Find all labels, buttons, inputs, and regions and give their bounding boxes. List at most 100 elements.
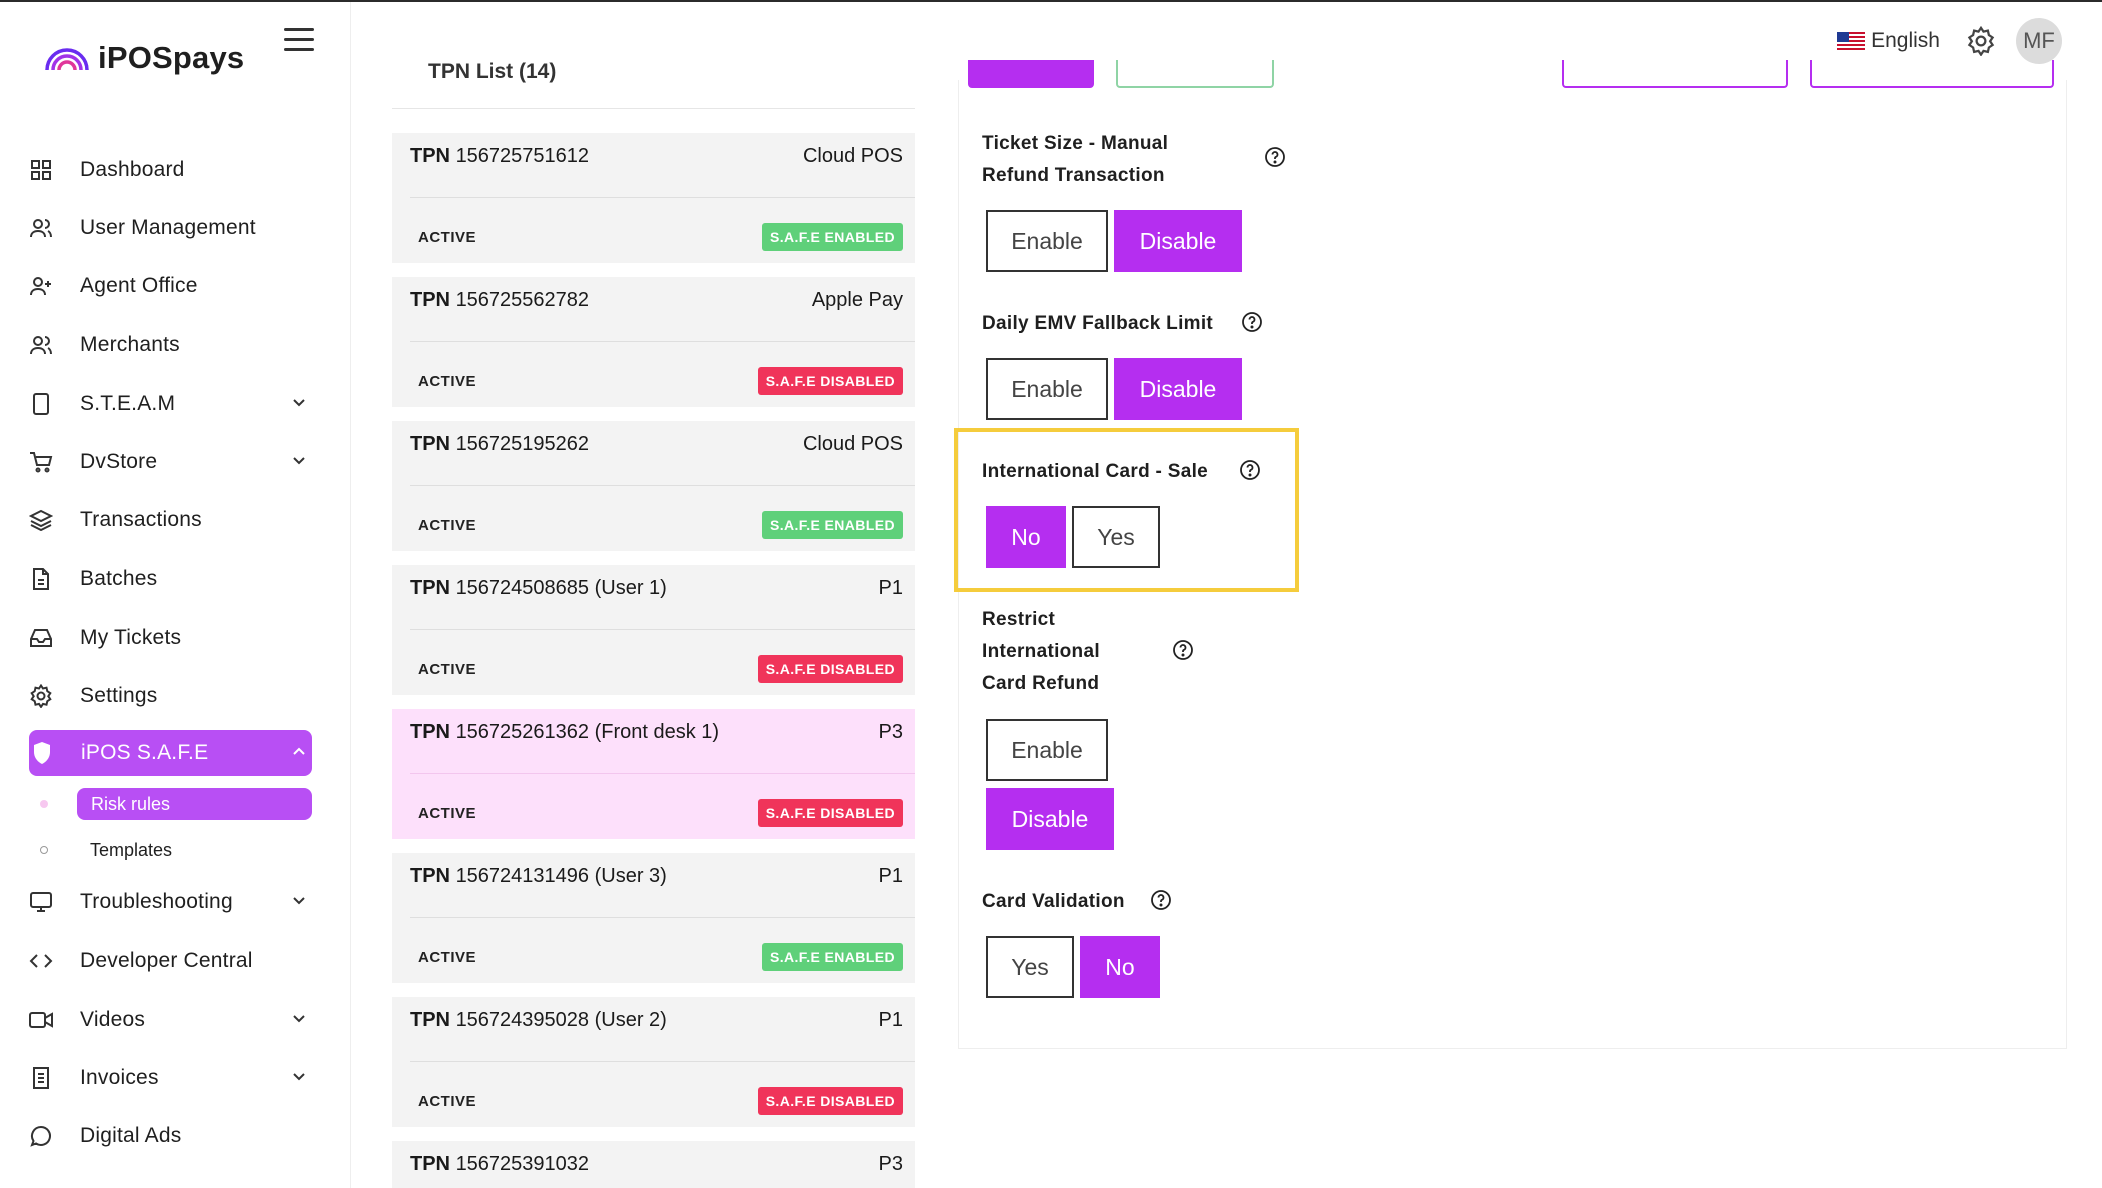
- tpn-card[interactable]: TPN 156725562782 Apple Pay ACTIVE S.A.F.E…: [392, 277, 915, 407]
- ticket-size-disable-button[interactable]: Disable: [1114, 210, 1242, 272]
- chevron-down-icon[interactable]: [290, 1068, 308, 1086]
- sidebar-item-label: Digital Ads: [80, 1124, 182, 1147]
- tpn-card[interactable]: TPN 156725195262 Cloud POS ACTIVE S.A.F.E…: [392, 421, 915, 551]
- tpn-status: ACTIVE: [418, 805, 477, 822]
- help-circle-icon[interactable]: [1150, 889, 1172, 911]
- restrict-intl-refund-disable-button[interactable]: Disable: [986, 788, 1114, 850]
- chevron-down-icon[interactable]: [290, 892, 308, 910]
- tpn-card[interactable]: TPN 156724131496 (User 3) P1 ACTIVE S.A.F…: [392, 853, 915, 983]
- sub-item-label: Templates: [90, 839, 173, 860]
- chevron-up-icon[interactable]: [290, 742, 308, 760]
- ticket-size-refund-label: Ticket Size - Manual Refund Transaction: [982, 133, 1169, 186]
- video-icon: [28, 1007, 54, 1033]
- tpn-card[interactable]: TPN 156725391032 P3: [392, 1141, 915, 1188]
- brand-logo[interactable]: iPOSpays: [44, 40, 244, 76]
- intl-card-sale-no-button[interactable]: No: [986, 506, 1066, 568]
- sidebar-item-label: S.T.E.A.M: [80, 392, 176, 415]
- safe-status-badge: S.A.F.E ENABLED: [761, 943, 903, 971]
- sidebar-item-transactions[interactable]: Transactions: [28, 498, 312, 542]
- sidebar-item-batches[interactable]: Batches: [28, 557, 312, 601]
- sidebar-item-videos[interactable]: Videos: [28, 998, 312, 1042]
- tpn-type: P1: [878, 865, 903, 887]
- sidebar-item-developer-central[interactable]: Developer Central: [28, 939, 312, 983]
- us-flag-icon: [1837, 32, 1866, 50]
- sidebar-item-label: iPOS S.A.F.E: [81, 741, 209, 764]
- tpn-prefix: TPN: [410, 289, 450, 311]
- scrolled-button-primary[interactable]: [968, 60, 1094, 88]
- sidebar-item-troubleshooting[interactable]: Troubleshooting: [28, 880, 312, 924]
- scrolled-button-outline[interactable]: [1562, 60, 1788, 88]
- safe-status-badge: S.A.F.E ENABLED: [761, 223, 903, 251]
- sidebar-item-my-tickets[interactable]: My Tickets: [28, 616, 312, 660]
- tpn-card[interactable]: TPN 156724395028 (User 2) P1 ACTIVE S.A.F…: [392, 997, 915, 1127]
- tpn-prefix: TPN: [410, 865, 450, 887]
- card-validation-no-button[interactable]: No: [1080, 936, 1160, 998]
- sidebar-item-agent-office[interactable]: Agent Office: [28, 264, 312, 308]
- tpn-prefix: TPN: [410, 433, 450, 455]
- sidebar-item-dashboard[interactable]: Dashboard: [28, 148, 312, 192]
- sidebar-item-label: Dashboard: [80, 158, 185, 181]
- sidebar-item-label: Troubleshooting: [80, 890, 233, 913]
- tpn-card[interactable]: TPN 156724508685 (User 1) P1 ACTIVE S.A.F…: [392, 565, 915, 695]
- sidebar-item-steam[interactable]: S.T.E.A.M: [28, 382, 312, 426]
- tpn-id: 156724508685 (User 1): [455, 577, 667, 599]
- chevron-down-icon[interactable]: [290, 394, 308, 412]
- tpn-id: 156725261362 (Front desk 1): [455, 721, 720, 743]
- sidebar-item-invoices[interactable]: Invoices: [28, 1056, 312, 1100]
- card-validation-yes-button[interactable]: Yes: [986, 936, 1074, 998]
- sub-item-risk-rules-dot: [40, 788, 48, 820]
- tpn-type: Cloud POS: [802, 433, 903, 455]
- tpn-type: P1: [878, 577, 903, 599]
- divider: [410, 1061, 915, 1062]
- sidebar-item-ipos-safe[interactable]: iPOS S.A.F.E: [29, 730, 312, 776]
- chevron-down-icon[interactable]: [290, 1010, 308, 1028]
- ticket-size-enable-button[interactable]: Enable: [986, 210, 1108, 272]
- sidebar-item-dvstore[interactable]: DvStore: [28, 440, 312, 484]
- help-circle-icon[interactable]: [1241, 311, 1263, 333]
- divider: [410, 917, 915, 918]
- gear-icon[interactable]: [1966, 26, 1996, 56]
- header-actions: English MF: [1837, 18, 2062, 64]
- layers-icon: [28, 507, 54, 533]
- menu-toggle-icon[interactable]: [284, 28, 314, 52]
- sidebar-item-label: User Management: [80, 216, 256, 239]
- avatar[interactable]: MF: [2016, 18, 2062, 64]
- tpn-id: 156724131496 (User 3): [455, 865, 667, 887]
- tpn-type: P3: [878, 1153, 903, 1175]
- tablet-icon: [28, 391, 54, 417]
- divider: [410, 485, 915, 486]
- sub-item-templates[interactable]: Templates: [40, 834, 172, 866]
- rainbow-logo-icon: [45, 48, 89, 71]
- tpn-card[interactable]: TPN 156725751612 Cloud POS ACTIVE S.A.F.E…: [392, 133, 915, 263]
- tpn-id: 156725391032: [455, 1153, 590, 1175]
- sidebar-item-settings[interactable]: Settings: [28, 674, 312, 718]
- sidebar: iPOSpays Dashboard User Management Agent…: [0, 2, 351, 1188]
- sidebar-item-label: Videos: [80, 1008, 146, 1031]
- sidebar-item-label: Transactions: [80, 508, 202, 531]
- scrolled-button-secondary[interactable]: [1116, 60, 1274, 88]
- restrict-intl-refund-enable-button[interactable]: Enable: [986, 719, 1108, 781]
- help-circle-icon[interactable]: [1264, 146, 1286, 168]
- card-validation-label: Card Validation: [982, 891, 1125, 912]
- sidebar-item-label: DvStore: [80, 450, 158, 473]
- sub-item-risk-rules[interactable]: Risk rules: [77, 788, 312, 820]
- chevron-down-icon[interactable]: [290, 452, 308, 470]
- safe-status-badge: S.A.F.E DISABLED: [757, 799, 903, 827]
- daily-emv-disable-button[interactable]: Disable: [1114, 358, 1242, 420]
- daily-emv-fallback-label: Daily EMV Fallback Limit: [982, 313, 1214, 334]
- tpn-prefix: TPN: [410, 145, 450, 167]
- tpn-id: 156725562782: [455, 289, 590, 311]
- sidebar-item-digital-ads[interactable]: Digital Ads: [28, 1114, 312, 1158]
- help-circle-icon[interactable]: [1172, 639, 1194, 661]
- sidebar-item-user-management[interactable]: User Management: [28, 206, 312, 250]
- language-selector[interactable]: English: [1871, 29, 1940, 52]
- daily-emv-enable-button[interactable]: Enable: [986, 358, 1108, 420]
- help-circle-icon[interactable]: [1239, 459, 1261, 481]
- intl-card-sale-yes-button[interactable]: Yes: [1072, 506, 1160, 568]
- cart-icon: [28, 449, 54, 475]
- intl-card-sale-label: International Card - Sale: [982, 461, 1209, 482]
- tpn-id: 156725195262: [455, 433, 590, 455]
- sidebar-item-merchants[interactable]: Merchants: [28, 323, 312, 367]
- tpn-card-selected[interactable]: TPN 156725261362 (Front desk 1) P3 ACTIVE…: [392, 709, 915, 839]
- scrolled-button-outline[interactable]: [1810, 60, 2054, 88]
